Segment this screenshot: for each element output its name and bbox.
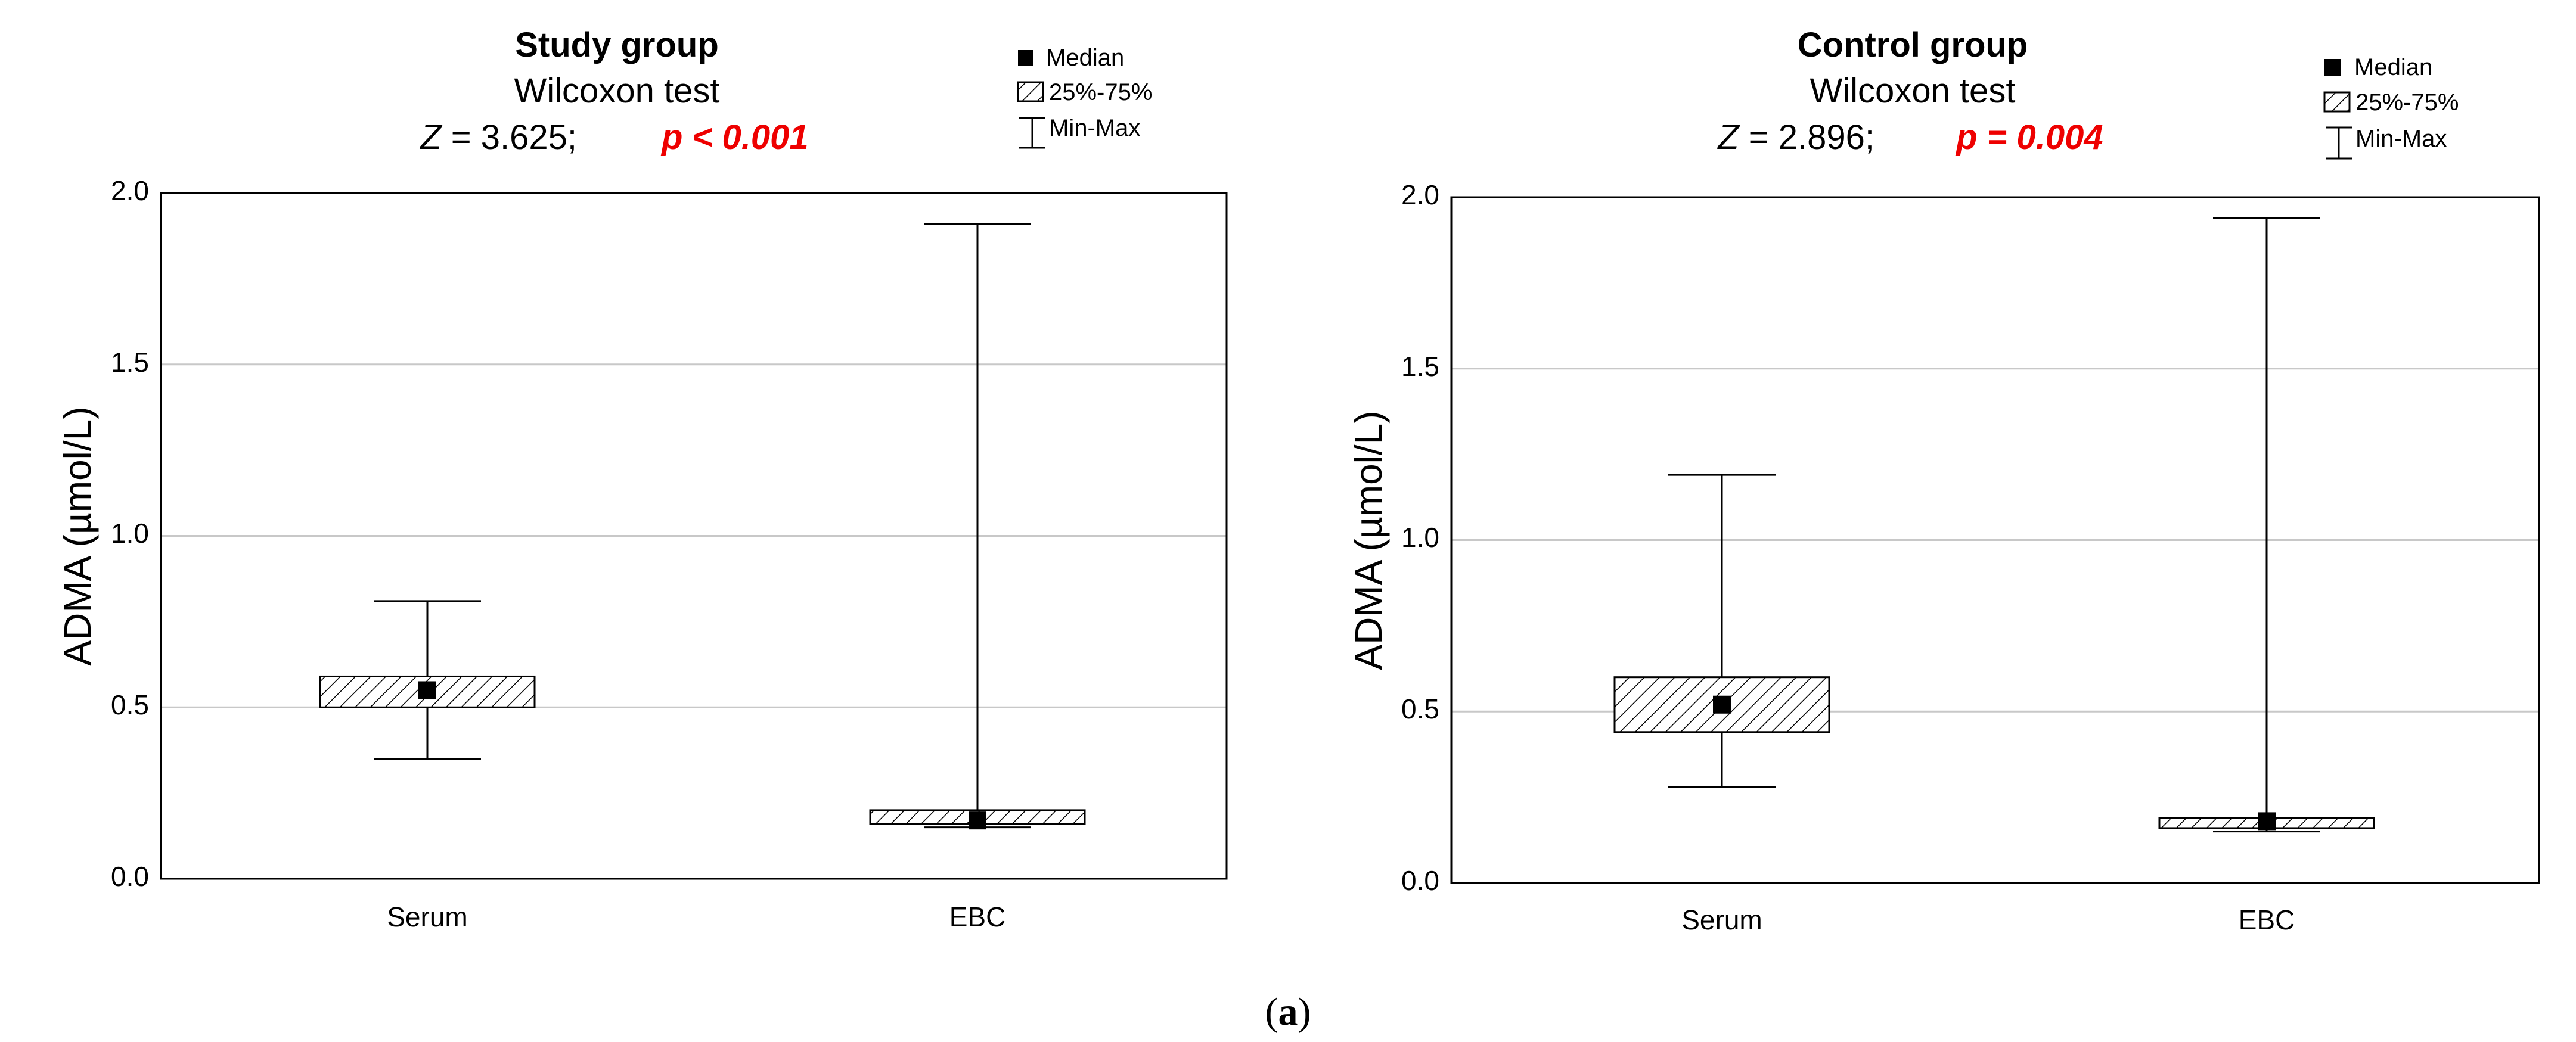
legend-median-marker [2324, 59, 2341, 76]
median-marker-serum [1713, 695, 1731, 714]
y-tick-label: 0.0 [111, 861, 149, 892]
y-tick-label: 2.0 [111, 175, 149, 206]
stat-text: = 3.625; [442, 118, 577, 157]
stat-line: Z = 2.896; [1717, 118, 1874, 157]
caption-letter: a [1278, 990, 1298, 1034]
x-tick-label: Serum [1681, 904, 1762, 935]
legend-iqr-marker [1017, 81, 1044, 102]
median-marker-ebc [969, 811, 986, 830]
y-tick-label: 2.0 [1401, 179, 1439, 210]
y-tick-label: 1.5 [111, 347, 149, 378]
median-marker-ebc [2258, 812, 2276, 831]
y-axis-label: ADMA (µmol/L) [1347, 410, 1390, 670]
y-tick-label: 1.0 [111, 518, 149, 549]
plot-area [160, 192, 1228, 880]
y-tick-labels: 0.0 0.5 1.0 1.5 2.0 [1401, 179, 1439, 896]
chart-title: Study group [515, 26, 719, 64]
y-tick-label: 0.5 [111, 689, 149, 720]
y-axis-label: ADMA (µmol/L) [56, 406, 99, 665]
x-tick-label: EBC [2239, 904, 2295, 935]
y-tick-label: 1.0 [1401, 522, 1439, 553]
caption-close: ) [1298, 990, 1311, 1034]
median-marker-serum [418, 681, 436, 699]
x-tick-label: EBC [949, 901, 1006, 932]
plot-frame [1450, 196, 2540, 884]
y-tick-label: 0.0 [1401, 865, 1439, 896]
p-value: p = 0.004 [1955, 118, 2103, 157]
legend-median-label: Median [1046, 45, 1124, 71]
x-tick-label: Serum [387, 901, 467, 932]
chart-study-group: Study group Wilcoxon test Z = 3.625; p <… [56, 26, 1228, 932]
legend: Median 25%-75% Min-Max [1017, 45, 1152, 149]
y-tick-label: 1.5 [1401, 351, 1439, 382]
stat-line: Z = 3.625; [419, 118, 577, 157]
legend-iqr-label: 25%-75% [1049, 79, 1152, 105]
stat-prefix: Z [1717, 118, 1740, 157]
x-tick-labels: Serum EBC [1681, 904, 2295, 935]
p-value: p < 0.001 [660, 118, 809, 157]
plot-frame [160, 192, 1228, 880]
legend: Median 25%-75% Min-Max [2323, 54, 2459, 160]
figure-caption: (a) [1265, 990, 1311, 1034]
caption-open: ( [1265, 990, 1278, 1034]
plot-area [1450, 196, 2540, 884]
legend-range-label: Min-Max [1049, 115, 1140, 141]
legend-median-marker [1018, 50, 1033, 66]
chart-control-group: Control group Wilcoxon test Z = 2.896; p… [1347, 26, 2540, 935]
stat-text: = 2.896; [1739, 118, 1874, 157]
x-tick-labels: Serum EBC [387, 901, 1005, 932]
chart-subtitle: Wilcoxon test [1810, 71, 2016, 110]
y-tick-labels: 0.0 0.5 1.0 1.5 2.0 [111, 175, 149, 892]
y-tick-label: 0.5 [1401, 693, 1439, 724]
legend-median-label: Median [2354, 54, 2432, 80]
stat-prefix: Z [419, 118, 443, 157]
legend-iqr-label: 25%-75% [2355, 89, 2459, 116]
chart-title: Control group [1798, 26, 2028, 64]
legend-range-label: Min-Max [2355, 126, 2447, 152]
legend-iqr-marker [2323, 91, 2351, 113]
chart-subtitle: Wilcoxon test [514, 71, 720, 110]
